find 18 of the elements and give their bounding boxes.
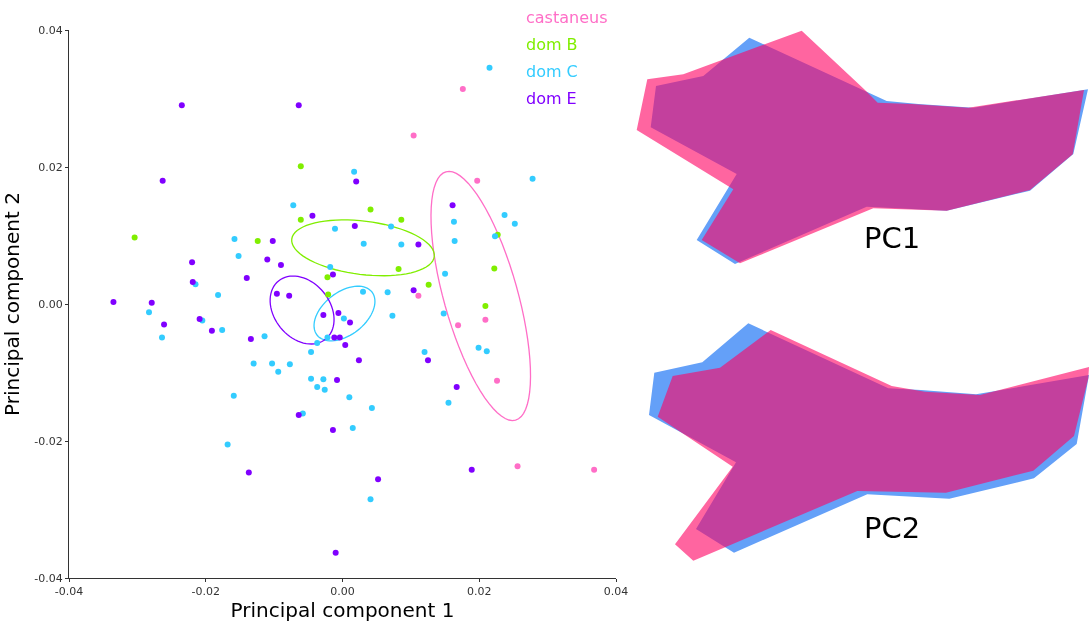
y-tick-label: 0.04	[38, 23, 63, 37]
text: PC2	[864, 511, 921, 545]
x-axis-title: Principal component 1	[230, 598, 455, 623]
text: PC1	[864, 221, 921, 255]
x-tick-label: 0.02	[467, 585, 492, 599]
y-axis-title: Principal component 2	[0, 192, 24, 416]
y-tick-label: -0.02	[34, 434, 63, 448]
y-tick-label: 0.00	[38, 297, 63, 311]
text: dom C	[526, 62, 578, 81]
x-tick-label: 0.00	[330, 585, 355, 599]
y-tick-label: -0.04	[34, 571, 63, 585]
x-tick-label: -0.04	[54, 585, 84, 599]
text: dom B	[526, 35, 578, 54]
text: castaneus	[526, 8, 608, 27]
text: dom E	[526, 89, 577, 108]
x-tick-label: 0.04	[603, 585, 629, 599]
y-tick-label: 0.02	[38, 160, 63, 174]
x-tick-label: -0.02	[191, 585, 220, 599]
